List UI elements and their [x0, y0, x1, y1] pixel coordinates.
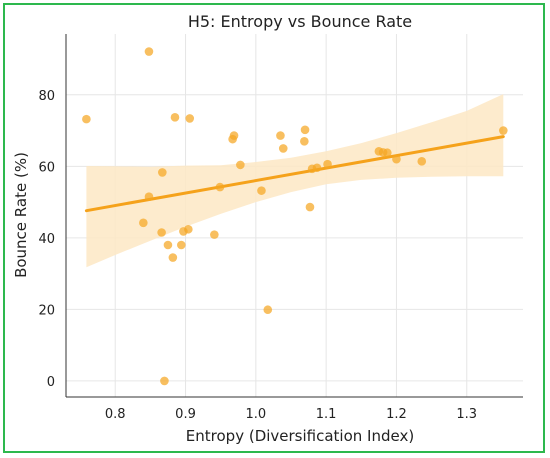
x-tick-label: 1.1	[316, 407, 337, 422]
data-point	[229, 131, 239, 140]
data-point	[144, 47, 154, 56]
confidence-band-layer	[86, 94, 504, 268]
y-tick-label: 60	[38, 160, 55, 175]
data-point	[305, 202, 315, 212]
data-point	[257, 186, 266, 195]
tick-labels: 0.8 0.9 1.0 1.1 1.2 1.3 0 20 40 60 80	[38, 89, 477, 422]
x-tick-label: 0.9	[175, 407, 196, 422]
data-point	[170, 113, 180, 122]
data-point	[160, 376, 169, 386]
data-point	[82, 114, 91, 124]
data-point	[215, 182, 225, 192]
data-point	[236, 160, 245, 170]
data-point	[144, 192, 154, 202]
data-point	[163, 240, 173, 250]
data-point	[312, 163, 322, 173]
x-axis-label: Entropy (Diversification Index)	[186, 427, 414, 445]
data-point	[263, 305, 273, 315]
x-tick-label: 1.3	[456, 407, 477, 422]
data-point	[499, 126, 508, 135]
x-tick-label: 0.8	[105, 407, 126, 422]
data-point	[177, 240, 186, 250]
data-point	[300, 125, 310, 135]
data-point	[392, 154, 401, 164]
data-point	[139, 218, 148, 228]
regression-line	[84, 135, 505, 213]
data-point	[210, 230, 219, 239]
confidence-band	[86, 94, 504, 268]
data-point	[300, 136, 309, 146]
data-point	[323, 159, 332, 169]
x-tick-label: 1.0	[245, 407, 266, 422]
data-point	[278, 144, 288, 153]
points-layer	[82, 47, 508, 386]
data-point	[383, 148, 392, 158]
data-point	[276, 131, 285, 140]
data-point	[158, 168, 167, 177]
axes	[65, 34, 523, 398]
regression-line-layer	[84, 135, 505, 213]
y-tick-label: 0	[47, 375, 55, 390]
x-tick-label: 1.2	[386, 407, 407, 422]
data-point	[185, 114, 195, 123]
data-point	[157, 228, 166, 237]
y-tick-label: 20	[38, 303, 55, 318]
y-tick-label: 40	[38, 232, 55, 247]
y-axis-label: Bounce Rate (%)	[12, 152, 30, 278]
data-point	[168, 253, 178, 262]
chart-title: H5: Entropy vs Bounce Rate	[188, 12, 412, 31]
data-point	[184, 224, 193, 234]
data-point	[417, 157, 427, 166]
y-tick-label: 80	[38, 89, 55, 104]
